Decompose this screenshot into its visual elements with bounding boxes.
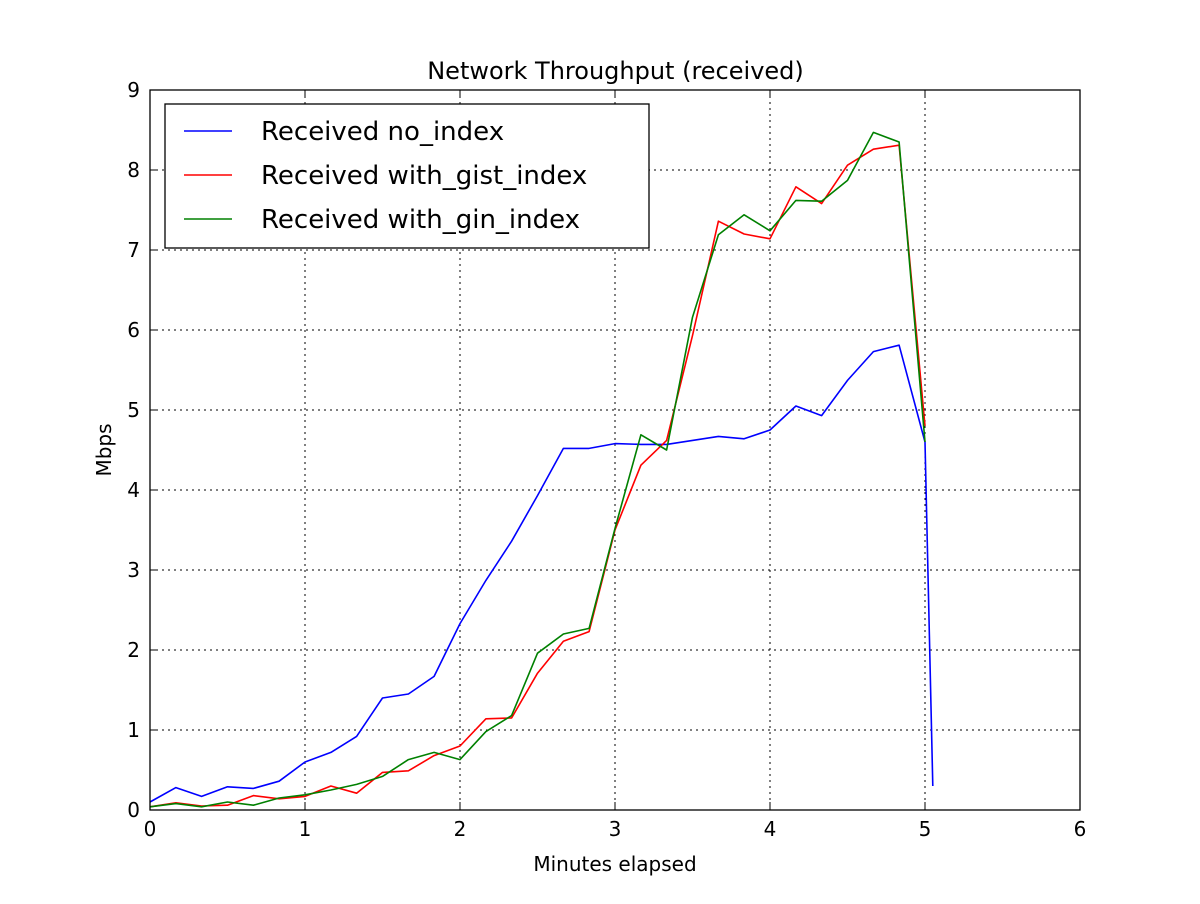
- legend-label-gin-index: Received with_gin_index: [261, 205, 580, 235]
- y-tick-label: 9: [127, 78, 140, 102]
- y-tick-label: 0: [127, 798, 140, 822]
- x-tick-label: 5: [919, 817, 932, 841]
- legend-label-gist-index: Received with_gist_index: [261, 161, 587, 191]
- y-tick-label: 2: [127, 638, 140, 662]
- y-tick-label: 6: [127, 318, 140, 342]
- legend: Received no_index Received with_gist_ind…: [164, 103, 650, 249]
- x-tick-label: 4: [764, 817, 777, 841]
- y-tick-label: 5: [127, 398, 140, 422]
- series-line-no-index: [149, 344, 934, 803]
- legend-label-no-index: Received no_index: [261, 117, 504, 147]
- x-axis-label: Minutes elapsed: [533, 852, 696, 876]
- y-tick-label: 8: [127, 158, 140, 182]
- x-tick-label: 1: [299, 817, 312, 841]
- y-tick-label: 1: [127, 718, 140, 742]
- chart-title: Network Throughput (received): [427, 57, 804, 85]
- axis-ticks: 0 1 2 3 4 5 6 0 1 2 3 4 5 6 7 8 9: [127, 78, 1086, 841]
- series-line-gin-index: [149, 131, 926, 808]
- x-tick-label: 2: [454, 817, 467, 841]
- x-tick-label: 3: [609, 817, 622, 841]
- legend-box: [164, 103, 650, 249]
- y-tick-label: 4: [127, 478, 140, 502]
- x-tick-label: 6: [1074, 817, 1087, 841]
- x-tick-label: 0: [144, 817, 157, 841]
- y-tick-label: 7: [127, 238, 140, 262]
- series-lines: [149, 131, 934, 808]
- y-tick-label: 3: [127, 558, 140, 582]
- y-axis-label: Mbps: [92, 423, 116, 476]
